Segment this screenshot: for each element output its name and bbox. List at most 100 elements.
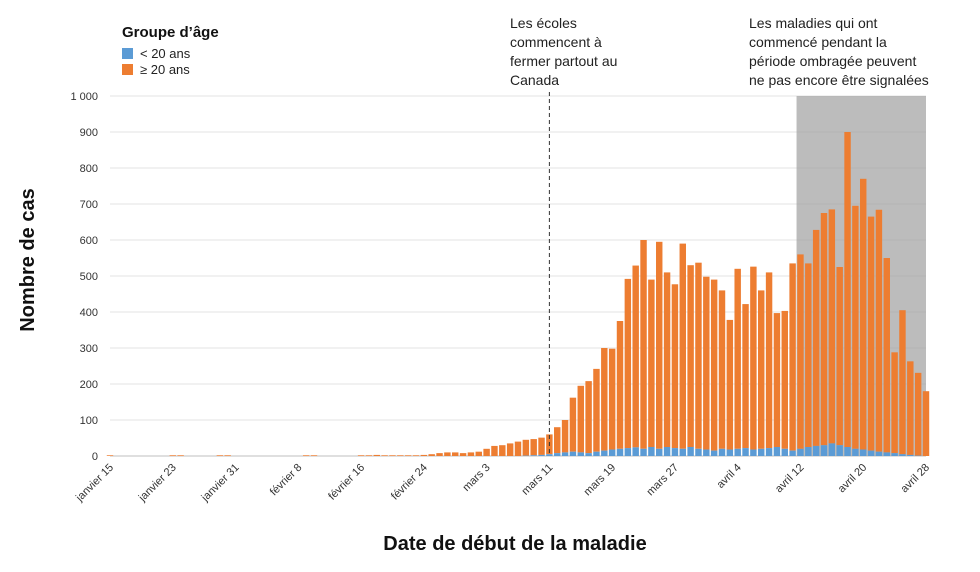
- bar-under-20: [852, 448, 859, 456]
- y-tick-label: 100: [80, 415, 98, 427]
- y-tick-label: 0: [92, 451, 98, 463]
- bar-20-plus: [538, 437, 545, 455]
- bar-under-20: [648, 447, 655, 456]
- bar-under-20: [593, 451, 600, 456]
- bar-under-20: [836, 445, 843, 456]
- bar-under-20: [875, 451, 883, 456]
- bar-under-20: [561, 452, 569, 456]
- x-tick-label: février 24: [389, 462, 430, 503]
- bar-20-plus: [216, 455, 224, 456]
- bar-20-plus: [483, 448, 490, 456]
- bar-20-plus: [428, 454, 435, 456]
- bar-20-plus: [852, 205, 859, 449]
- annotation-delay-line-4: ne pas encore être signalées: [749, 72, 929, 88]
- bar-20-plus: [805, 263, 812, 447]
- bar-20-plus: [687, 265, 694, 447]
- bar-under-20: [663, 447, 671, 456]
- bar-20-plus: [671, 284, 679, 449]
- bar-20-plus: [169, 455, 176, 456]
- bar-under-20: [907, 454, 914, 456]
- bar-20-plus: [593, 368, 600, 452]
- annotation-reporting-delay: Les maladies qui ont commencé pendant la…: [749, 15, 929, 88]
- y-axis-title: Nombre de cas: [17, 188, 39, 331]
- x-tick-label: avril 20: [836, 462, 870, 496]
- legend-label-20-plus: ≥ 20 ans: [140, 62, 190, 77]
- y-tick-label: 600: [80, 235, 98, 247]
- bar-20-plus: [640, 240, 647, 449]
- bar-20-plus: [420, 454, 428, 456]
- bar-under-20: [844, 447, 851, 456]
- bar-20-plus: [389, 455, 396, 456]
- bar-20-plus: [891, 352, 898, 454]
- gridlines: [110, 95, 926, 457]
- y-tick-label: 1 000: [70, 91, 98, 103]
- bar-20-plus: [875, 209, 883, 452]
- bar-20-plus: [561, 420, 569, 453]
- bar-under-20: [569, 451, 577, 456]
- bar-under-20: [891, 453, 898, 456]
- x-tick-label: février 8: [268, 462, 305, 499]
- bar-under-20: [687, 447, 694, 456]
- bar-20-plus: [781, 310, 788, 449]
- bar-20-plus: [765, 272, 773, 449]
- bar-20-plus: [522, 439, 530, 456]
- y-axis-ticks: 0 100 200 300 400 500 600 700 800 900 1 000: [70, 91, 98, 463]
- bar-20-plus: [373, 454, 380, 456]
- bar-20-plus: [106, 455, 114, 456]
- x-tick-label: février 16: [326, 462, 367, 503]
- bar-20-plus: [585, 381, 592, 454]
- bar-20-plus: [820, 213, 828, 446]
- bar-under-20: [554, 453, 561, 456]
- bar-20-plus: [726, 319, 734, 450]
- bar-20-plus: [506, 443, 514, 456]
- bar-20-plus: [742, 304, 749, 449]
- bar-20-plus: [773, 313, 781, 447]
- bar-under-20: [530, 455, 537, 456]
- bar-20-plus: [436, 453, 443, 456]
- bar-20-plus: [452, 452, 459, 456]
- bar-under-20: [812, 445, 820, 456]
- y-tick-label: 800: [80, 163, 98, 175]
- bar-under-20: [758, 448, 765, 456]
- bar-20-plus: [365, 455, 373, 456]
- bar-20-plus: [656, 241, 663, 449]
- bar-under-20: [624, 448, 632, 456]
- bar-under-20: [820, 445, 828, 456]
- x-tick-label: mars 19: [582, 462, 619, 499]
- bar-under-20: [577, 452, 584, 456]
- x-tick-label: janvier 23: [136, 462, 179, 505]
- bar-20-plus: [663, 272, 671, 447]
- bar-20-plus: [412, 455, 420, 456]
- annotation-school-closure: Les écoles commencent à fermer partout a…: [510, 15, 617, 88]
- bar-20-plus: [616, 321, 624, 449]
- bar-under-20: [828, 443, 836, 456]
- bar-20-plus: [836, 267, 843, 446]
- legend-title: Groupe d’âge: [122, 24, 219, 41]
- bars-group: [106, 132, 930, 456]
- bar-20-plus: [491, 445, 498, 456]
- bar-20-plus: [397, 455, 404, 456]
- bar-under-20: [797, 448, 804, 456]
- bar-20-plus: [899, 310, 906, 455]
- bar-under-20: [883, 452, 890, 456]
- bar-20-plus: [530, 439, 537, 456]
- bar-20-plus: [404, 455, 412, 456]
- bar-under-20: [546, 454, 553, 456]
- bar-20-plus: [177, 455, 184, 456]
- bar-20-plus: [710, 279, 718, 451]
- bar-20-plus: [459, 453, 467, 456]
- bar-under-20: [734, 448, 741, 456]
- bar-under-20: [695, 448, 702, 456]
- bar-20-plus: [499, 445, 506, 456]
- bar-under-20: [781, 448, 788, 456]
- bar-20-plus: [648, 279, 655, 447]
- bar-under-20: [742, 448, 749, 456]
- x-tick-label: avril 28: [899, 462, 933, 496]
- x-axis-ticks: janvier 15 janvier 23 janvier 31 février 8 f…: [73, 462, 932, 505]
- annotation-school-line-3: fermer partout au: [510, 53, 617, 69]
- bar-under-20: [632, 447, 639, 456]
- bar-20-plus: [883, 258, 890, 453]
- bar-20-plus: [750, 266, 757, 450]
- legend-swatch-under-20: [122, 48, 133, 59]
- bar-20-plus: [624, 278, 632, 449]
